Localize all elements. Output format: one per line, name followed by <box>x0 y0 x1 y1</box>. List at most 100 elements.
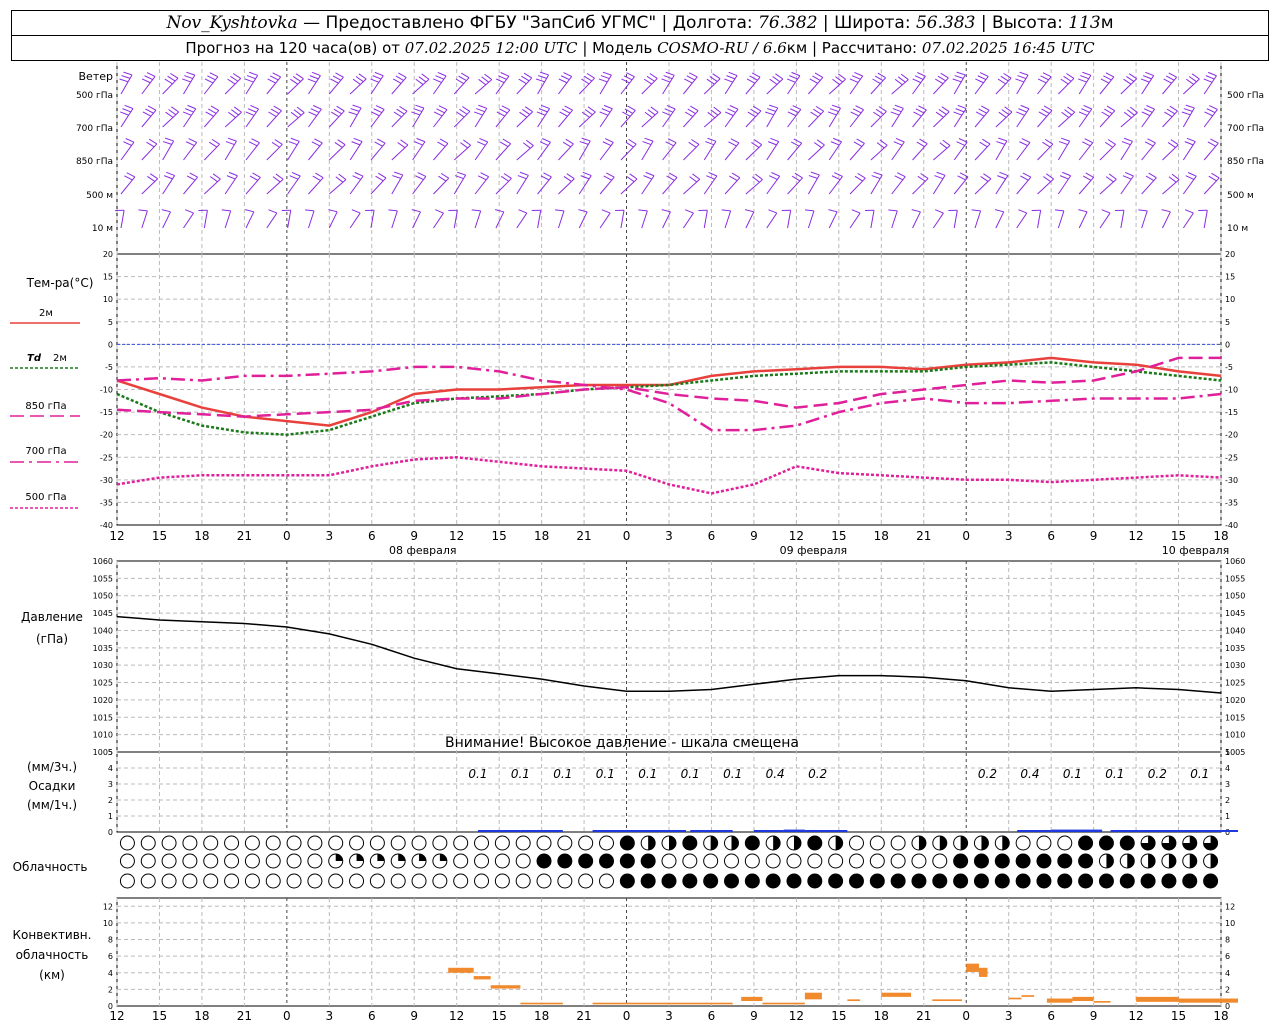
wind-barb-staff <box>599 212 611 229</box>
wind-barb-staff <box>953 176 969 195</box>
wind-barb <box>474 73 493 95</box>
wind-barb-feather <box>519 111 528 118</box>
wind-barb-feather <box>744 209 754 213</box>
wind-barb-feather <box>642 141 652 146</box>
wind-barb-feather <box>731 172 741 179</box>
wind-barb-feather <box>399 105 408 112</box>
wind-barb-feather <box>935 111 944 118</box>
wind-barb-feather <box>813 108 822 115</box>
cloud-circle <box>536 835 552 851</box>
wind-level-700hpa-right: 700 гПа <box>1227 124 1264 134</box>
wind-barb-feather <box>689 72 698 78</box>
wind-barb-feather <box>952 78 962 83</box>
wind-barb <box>473 104 488 128</box>
wind-barb-feather <box>228 111 236 118</box>
wind-barb-feather <box>1085 172 1094 178</box>
cloud-circle <box>661 853 677 869</box>
wind-barb-feather <box>628 138 637 145</box>
wind-barb-feather <box>1004 106 1013 113</box>
wind-barb-feather <box>627 105 636 111</box>
wind-barb-staff <box>1141 75 1155 95</box>
wind-barb-feather <box>912 78 922 84</box>
cloud-circle <box>432 835 448 851</box>
wind-barb-staff <box>266 144 283 161</box>
wind-barb <box>703 171 718 195</box>
wind-barb-feather <box>292 75 301 82</box>
wind-barb-feather <box>587 106 596 113</box>
wind-barb-staff <box>808 144 825 161</box>
wind-barb-feather <box>353 137 363 143</box>
wind-barb <box>1037 72 1052 95</box>
wind-barb-feather <box>455 78 464 84</box>
cloud-cover-symbol <box>765 873 781 889</box>
wind-barb-staff <box>203 76 219 95</box>
wind-barb-staff <box>683 76 698 95</box>
wind-barb <box>1182 137 1196 161</box>
wind-barb-feather <box>957 175 966 181</box>
wind-barb-staff <box>849 143 865 161</box>
conv-bar <box>1093 1001 1111 1003</box>
wind-barb <box>933 106 950 128</box>
precip-3h-label: 0.4 <box>1020 767 1039 781</box>
wind-barb-feather <box>644 137 654 142</box>
cloud-cover-symbol <box>244 835 260 851</box>
cloudiness-panel <box>119 835 1219 889</box>
wind-barb-feather <box>463 139 471 146</box>
cloud-circle <box>369 835 385 851</box>
wind-barb <box>932 209 944 229</box>
cloud-circle <box>911 873 927 889</box>
wind-barb-feather <box>1021 138 1031 143</box>
cloud-circle <box>619 853 635 869</box>
cloud-cover-symbol <box>328 835 344 851</box>
wind-barb-staff <box>1141 142 1156 161</box>
wind-barb-staff <box>453 111 471 128</box>
wind-barb <box>870 106 887 128</box>
wind-barb-feather <box>665 71 675 76</box>
x-tick-label-bottom: 0 <box>623 1009 631 1023</box>
cloud-fill-sector <box>960 836 968 850</box>
cloud-cover-symbol <box>432 853 448 869</box>
wind-barb-feather <box>355 76 364 83</box>
cloud-cover-symbol <box>265 835 281 851</box>
cloud-cover-symbol <box>307 835 323 851</box>
cloud-circle <box>1203 873 1219 889</box>
wind-barb-feather <box>768 209 777 214</box>
wind-barb-feather <box>268 209 278 214</box>
wind-barb-feather <box>1101 209 1111 214</box>
wind-barb <box>537 172 552 195</box>
cloud-cover-symbol <box>578 853 594 869</box>
wind-barb <box>1078 209 1088 229</box>
cloud-fill-sector <box>1189 854 1197 868</box>
wind-barb-feather <box>643 175 653 180</box>
cloud-circle <box>515 853 531 869</box>
wind-barb <box>1037 138 1054 161</box>
wind-barb-staff <box>1078 75 1092 95</box>
wind-barb-feather <box>495 78 505 84</box>
cloud-fill-sector <box>981 836 989 850</box>
wind-barb-staff <box>891 176 906 195</box>
title-bar: Nov_Kyshtovka — Предоставлено ФГБУ "ЗапС… <box>11 10 1269 36</box>
wind-barb-feather <box>1124 111 1132 119</box>
wind-barb-feather <box>335 176 344 183</box>
wind-barb-feather <box>161 209 171 213</box>
wind-barb-staff <box>141 143 158 161</box>
cloud-circle <box>1036 873 1052 889</box>
cloud-cover-symbol <box>828 835 844 851</box>
precip-bar <box>592 830 653 832</box>
wind-barb-feather <box>433 78 442 83</box>
wind-barb-feather <box>1146 105 1155 110</box>
conv-ytick-right: 8 <box>1225 936 1230 945</box>
wind-barb <box>203 72 219 95</box>
wind-barb-staff <box>224 111 242 128</box>
wind-barb <box>287 171 301 195</box>
wind-barb-feather <box>141 78 151 84</box>
wind-barb <box>661 209 671 229</box>
wind-barb-feather <box>1188 76 1197 83</box>
wind-barb-feather <box>938 108 947 115</box>
wind-barb-feather <box>1019 71 1029 76</box>
wind-barb <box>266 105 282 128</box>
wind-barb-staff <box>953 108 967 128</box>
wind-barb-staff <box>870 174 883 195</box>
wind-barb-feather <box>484 73 493 80</box>
wind-barb-feather <box>726 75 736 80</box>
